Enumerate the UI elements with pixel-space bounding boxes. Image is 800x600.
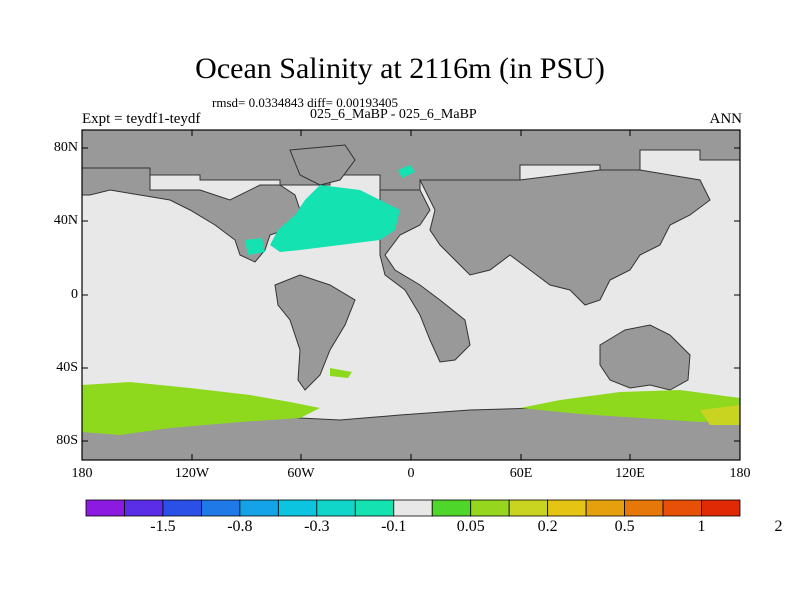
statistics-line: rmsd= 0.0334843 diff= 0.00193405 — [212, 95, 398, 110]
eurasia-africa — [379, 189, 471, 363]
colorbar-swatch — [162, 499, 202, 517]
colorbar-swatch — [662, 499, 702, 517]
australia — [599, 324, 691, 391]
colorbar-label: -0.1 — [381, 518, 407, 535]
colorbar-swatch — [431, 499, 472, 517]
colorbar-label: 2 — [774, 518, 783, 535]
season-label: ANN — [709, 111, 743, 127]
lat-label-80s: 80S — [56, 433, 78, 448]
colorbar — [85, 499, 741, 517]
nordic-anomaly — [398, 165, 415, 178]
axis-ticks — [82, 130, 740, 460]
colorbar-swatch — [470, 499, 510, 517]
colorbar-label: 0.2 — [537, 518, 558, 535]
lat-label-80n: 80N — [53, 140, 78, 155]
lon-label-180w: 180 — [71, 466, 93, 481]
lon-label-60w: 60W — [287, 466, 315, 481]
colorbar-swatch — [701, 499, 741, 517]
lat-label-40n: 40N — [53, 213, 78, 228]
colorbar-swatch — [585, 499, 625, 517]
colorbar-swatch — [124, 499, 164, 517]
southern-ocean-anomaly-yellow — [700, 405, 740, 425]
colorbar-label: 1 — [697, 518, 706, 535]
lat-label-40s: 40S — [56, 360, 78, 375]
colorbar-label: 0.05 — [456, 518, 485, 535]
asia — [419, 169, 711, 306]
colorbar-swatch — [624, 499, 664, 517]
colorbar-swatch — [316, 499, 356, 517]
lon-label-180e: 180 — [729, 466, 751, 481]
lon-label-60e: 60E — [509, 466, 533, 481]
anomaly-patches — [82, 165, 740, 435]
gulf-anomaly — [245, 238, 265, 255]
subtitle: 025_6_MaBP - 025_6_MaBP — [310, 107, 477, 122]
colorbar-label: -0.3 — [304, 518, 330, 535]
north-america — [81, 167, 301, 263]
lon-label-120e: 120E — [615, 466, 645, 481]
colorbar-swatch — [85, 499, 125, 517]
colorbar-label: -0.8 — [227, 518, 253, 535]
lat-label-0: 0 — [71, 287, 78, 302]
chart-title: Ocean Salinity at 2116m (in PSU) — [195, 52, 605, 85]
greenland — [289, 144, 356, 186]
colorbar-swatch — [277, 499, 318, 517]
colorbar-swatch — [547, 499, 587, 517]
south-atlantic-anomaly — [330, 368, 352, 378]
land-masses — [81, 129, 741, 461]
colorbar-swatch — [201, 499, 241, 517]
colorbar-swatch — [393, 499, 433, 517]
colorbar-label: -1.5 — [150, 518, 176, 535]
southern-ocean-anomaly-east — [520, 390, 740, 422]
lon-label-120w: 120W — [174, 466, 210, 481]
experiment-label: Expt = teydf1-teydf — [82, 111, 201, 127]
colorbar-swatch — [354, 499, 395, 517]
southern-ocean-anomaly-west — [82, 382, 320, 435]
colorbar-swatch — [239, 499, 279, 517]
south-america — [274, 274, 356, 391]
colorbar-swatch — [508, 499, 549, 517]
north-atlantic-anomaly — [270, 185, 400, 252]
lon-label-0: 0 — [407, 466, 415, 481]
colorbar-label: 0.5 — [614, 518, 635, 535]
